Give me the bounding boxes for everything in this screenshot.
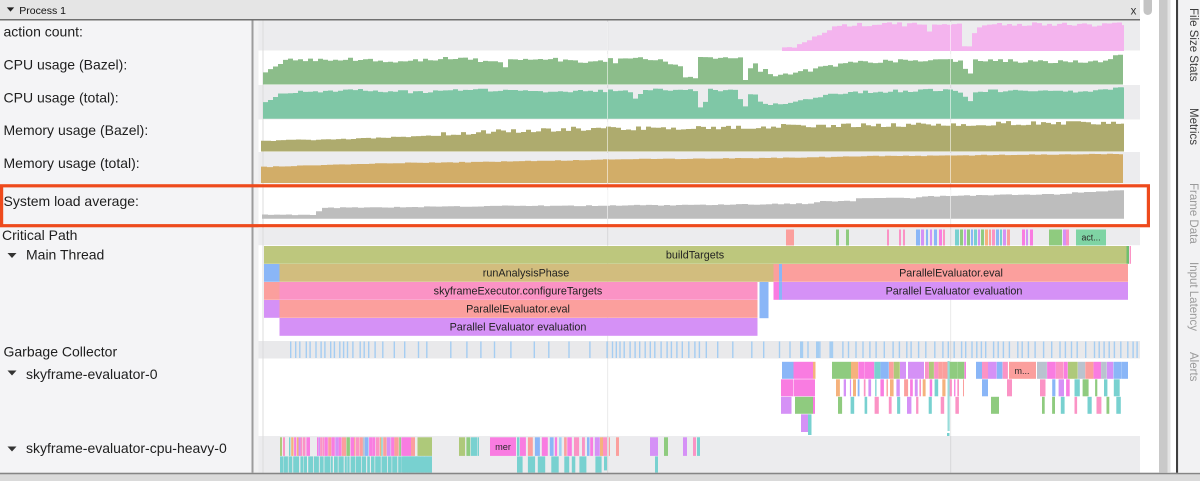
svg-text:CPU usage (Bazel):: CPU usage (Bazel): xyxy=(4,57,128,73)
svg-text:skyframe-evaluator-0: skyframe-evaluator-0 xyxy=(26,366,158,382)
svg-text:Parallel Evaluator evaluation: Parallel Evaluator evaluation xyxy=(450,321,587,333)
svg-text:runAnalysisPhase: runAnalysisPhase xyxy=(483,267,569,279)
svg-text:skyframeExecutor.configureTarg: skyframeExecutor.configureTargets xyxy=(434,285,603,297)
svg-text:skyframe-evaluator-cpu-heavy-0: skyframe-evaluator-cpu-heavy-0 xyxy=(26,440,227,456)
svg-text:action count:: action count: xyxy=(4,23,83,39)
svg-text:Input Latency: Input Latency xyxy=(1187,262,1199,331)
svg-text:Alerts: Alerts xyxy=(1187,352,1199,382)
svg-text:Parallel Evaluator evaluation: Parallel Evaluator evaluation xyxy=(886,285,1023,297)
svg-text:x: x xyxy=(1131,6,1137,18)
svg-text:buildTargets: buildTargets xyxy=(666,249,725,261)
svg-text:Critical Path: Critical Path xyxy=(2,227,77,243)
svg-text:mer: mer xyxy=(495,442,511,452)
svg-text:Main Thread: Main Thread xyxy=(26,247,104,263)
svg-text:File Size Stats: File Size Stats xyxy=(1187,8,1199,82)
svg-text:Process 1: Process 1 xyxy=(19,5,66,17)
svg-text:m...: m... xyxy=(1015,366,1030,376)
svg-text:Frame Data: Frame Data xyxy=(1187,183,1199,244)
svg-text:ParallelEvaluator.eval: ParallelEvaluator.eval xyxy=(899,267,1003,279)
svg-text:Memory usage (total):: Memory usage (total): xyxy=(4,155,140,171)
svg-text:Garbage Collector: Garbage Collector xyxy=(4,343,118,359)
svg-text:act...: act... xyxy=(1081,233,1100,243)
svg-text:Memory usage (Bazel):: Memory usage (Bazel): xyxy=(4,122,149,138)
svg-text:Metrics: Metrics xyxy=(1187,108,1199,145)
svg-text:CPU usage (total):: CPU usage (total): xyxy=(4,90,119,106)
svg-text:System load average:: System load average: xyxy=(4,193,139,209)
svg-text:ParallelEvaluator.eval: ParallelEvaluator.eval xyxy=(466,303,570,315)
